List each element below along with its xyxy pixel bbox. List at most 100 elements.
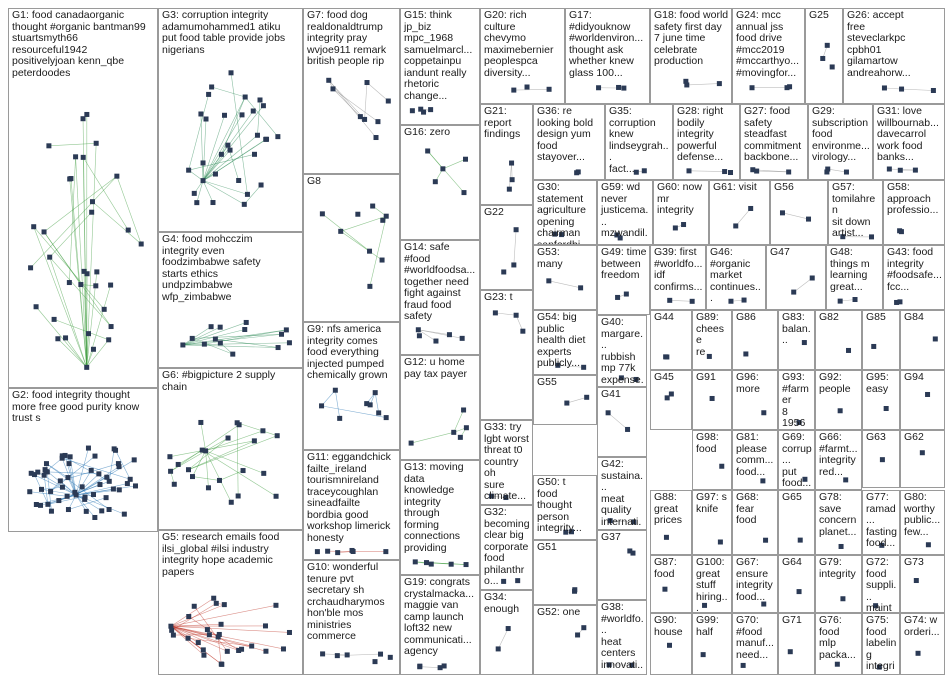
group-network <box>763 537 769 543</box>
group-label: G1: food canadaorganic thought #organic … <box>12 9 146 79</box>
node-avatar <box>367 248 373 254</box>
group-g23: G23: t <box>480 290 533 420</box>
edge <box>75 494 96 518</box>
group-g15: G15: think jp_biz mpc_1968 samuelmarcl..… <box>400 8 480 125</box>
group-network <box>564 394 590 406</box>
node-avatar <box>42 467 48 473</box>
node-avatar <box>41 229 47 235</box>
edge <box>884 87 902 90</box>
node-avatar <box>66 461 72 467</box>
group-label: G28: right bodily integrity powerful def… <box>677 105 724 163</box>
group-label: G93: #farmer 8 1956 indian... <box>782 371 810 429</box>
group-network <box>319 387 389 421</box>
group-network <box>843 477 849 483</box>
group-label: G95: easy <box>866 371 889 395</box>
node-avatar <box>379 257 385 263</box>
node-avatar <box>219 661 225 667</box>
node-avatar <box>425 148 431 154</box>
node-avatar <box>80 154 86 160</box>
edge <box>211 86 246 98</box>
node-avatar <box>357 114 363 120</box>
group-g27: G27: food safety steadfast commitment ba… <box>740 104 808 180</box>
edge <box>202 115 225 181</box>
node-avatar <box>94 269 100 275</box>
node-avatar <box>90 346 96 352</box>
group-network <box>879 542 885 548</box>
group-g14: G14: safe #food #worldfoodsa... together… <box>400 240 480 355</box>
node-avatar <box>501 578 507 584</box>
group-label: G59: wd never justicema... mzwandil... <box>601 181 649 245</box>
edge <box>116 176 142 245</box>
group-network <box>915 650 921 656</box>
edge <box>188 94 209 171</box>
group-g89: G89: cheese re <box>692 310 732 370</box>
group-network <box>575 625 587 638</box>
edge <box>442 158 466 170</box>
node-avatar <box>367 283 373 289</box>
group-label: G21: report findings <box>484 105 521 140</box>
group-network <box>662 586 668 592</box>
node-avatar <box>251 438 257 444</box>
edge <box>170 450 206 472</box>
group-network <box>840 596 846 602</box>
edge <box>782 212 809 220</box>
group-g1: G1: food canadaorganic thought #organic … <box>8 8 158 388</box>
group-network <box>837 408 843 414</box>
group-network <box>27 445 139 520</box>
group-g80: G80: worthy public... few... <box>900 490 945 555</box>
edge <box>419 666 441 668</box>
edge <box>566 397 587 404</box>
edge <box>188 616 239 651</box>
edge <box>756 170 789 173</box>
node-avatar <box>217 324 223 330</box>
node-avatar <box>273 602 279 608</box>
node-avatar <box>797 537 803 543</box>
group-label: G66: #farmt... integrity red... <box>819 431 858 478</box>
group-network <box>702 602 708 608</box>
node-avatar <box>59 453 65 459</box>
node-avatar <box>633 376 639 382</box>
node-avatar <box>92 514 98 520</box>
node-avatar <box>784 85 790 91</box>
group-network <box>873 603 879 609</box>
group-network <box>667 297 695 304</box>
group-g44: G44 <box>650 310 692 370</box>
group-label: G90: house <box>654 614 683 638</box>
node-avatar <box>791 289 797 295</box>
group-g100: G100: great stuff hiring... <box>692 555 732 613</box>
group-g43: G43: food integrity #foodsafe... fcc... <box>883 245 945 310</box>
edge <box>202 105 264 181</box>
node-avatar <box>932 336 938 342</box>
edge <box>321 390 336 407</box>
group-label: G36: re looking bold design yum food sta… <box>537 105 594 163</box>
node-avatar <box>883 406 889 412</box>
group-g59: G59: wd never justicema... mzwandil... <box>597 180 653 245</box>
node-avatar <box>364 80 370 86</box>
node-avatar <box>349 547 355 553</box>
node-avatar <box>51 316 57 322</box>
node-avatar <box>200 647 206 653</box>
node-avatar <box>116 487 122 493</box>
node-avatar <box>385 98 391 104</box>
node-avatar <box>83 508 89 514</box>
group-network <box>740 662 746 668</box>
group-label: G77: ramad... fasting food... <box>866 491 897 549</box>
node-avatar <box>106 506 112 512</box>
group-g63: G63 <box>862 430 900 488</box>
group-network <box>886 166 918 173</box>
node-avatar <box>81 268 87 274</box>
edge <box>688 170 725 172</box>
node-avatar <box>90 492 96 498</box>
edge <box>69 156 76 283</box>
node-avatar <box>559 232 565 238</box>
edge <box>200 113 204 181</box>
node-avatar <box>451 429 457 435</box>
edge <box>68 497 107 510</box>
node-avatar <box>668 391 674 397</box>
group-network <box>709 395 715 401</box>
group-label: G39: first #worldfo... idf confirms... <box>654 246 703 293</box>
node-avatar <box>820 55 826 61</box>
group-network <box>633 168 647 175</box>
node-avatar <box>761 410 767 416</box>
node-avatar <box>837 408 843 414</box>
